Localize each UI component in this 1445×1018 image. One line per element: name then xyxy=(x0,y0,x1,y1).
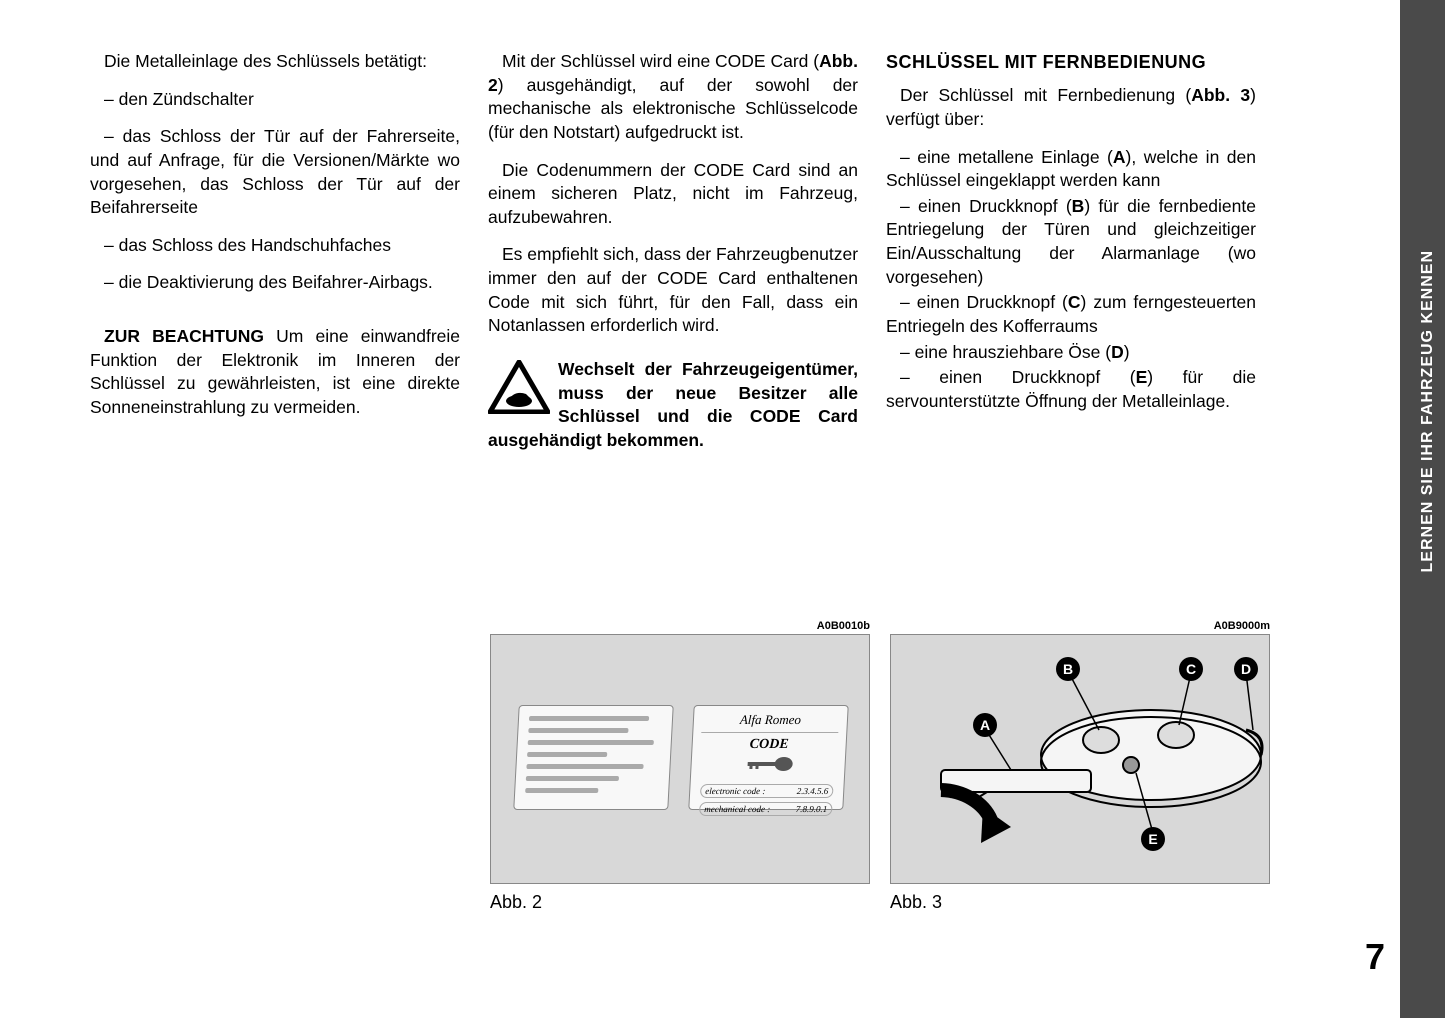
fig2-id: A0B0010b xyxy=(490,620,870,632)
c1-p1: Die Metalleinlage des Schlüssels betätig… xyxy=(90,50,460,74)
callout-b: B xyxy=(1056,657,1080,681)
c2-p3: Es empfiehlt sich, dass der Fahrzeugbenu… xyxy=(488,243,858,338)
fig3-id: A0B9000m xyxy=(890,620,1270,632)
c3-p1: Der Schlüssel mit Fernbedienung (Abb. 3)… xyxy=(886,84,1256,131)
page-number: 7 xyxy=(1365,936,1385,978)
code-card-back xyxy=(513,705,674,810)
c1-p2: – den Zündschalter xyxy=(90,88,460,112)
sidebar-tab: LERNEN SIE IHR FAHRZEUG KENNEN xyxy=(1400,0,1445,1018)
c3-i5: – einen Druckknopf (E) für die servounte… xyxy=(886,366,1256,413)
column-1: Die Metalleinlage des Schlüssels betätig… xyxy=(90,50,460,452)
fig2-caption: Abb. 2 xyxy=(490,892,870,913)
callout-e: E xyxy=(1141,827,1165,851)
key-fob-icon xyxy=(891,635,1271,885)
card-code-label: CODE xyxy=(692,737,846,753)
c1-note-bold: ZUR BEACHTUNG xyxy=(104,326,264,346)
c1-p5: – die Deaktivierung des Beifahrer-Airbag… xyxy=(90,271,460,295)
figures-row: A0B0010b Alfa Romeo CODE xyxy=(90,620,1270,913)
c1-p4: – das Schloss des Handschuhfaches xyxy=(90,234,460,258)
c3-i2: – einen Druckknopf (B) für die fernbedie… xyxy=(886,195,1256,290)
c2-p2: Die Codenummern der CODE Card sind an ei… xyxy=(488,159,858,230)
c3-i1: – eine metallene Einlage (A), welche in … xyxy=(886,146,1256,193)
figure-3: A0B9000m xyxy=(890,620,1270,913)
fig2-box: Alfa Romeo CODE electronic code :2.3.4.5… xyxy=(490,634,870,884)
card-mechanical: mechanical code :7.8.9.0.1 xyxy=(699,802,833,816)
warning-box: Wechselt der Fahrzeugeigentümer, muss de… xyxy=(488,358,858,453)
c3-i4: – eine hrausziehbare Öse (D) xyxy=(886,341,1256,365)
c2-p1: Mit der Schlüssel wird eine CODE Card (A… xyxy=(488,50,858,145)
callout-a: A xyxy=(973,713,997,737)
fig3-box: A B C D E xyxy=(890,634,1270,884)
card-brand: Alfa Romeo xyxy=(701,712,839,733)
sidebar-label: LERNEN SIE IHR FAHRZEUG KENNEN xyxy=(1419,250,1437,572)
column-2: Mit der Schlüssel wird eine CODE Card (A… xyxy=(488,50,858,452)
c3-i3: – einen Druckknopf (C) zum ferngesteuert… xyxy=(886,291,1256,338)
c1-p3: – das Schloss der Tür auf der Fahrerseit… xyxy=(90,125,460,220)
callout-d: D xyxy=(1234,657,1258,681)
card-key-icon xyxy=(743,755,794,773)
figure-2: A0B0010b Alfa Romeo CODE xyxy=(490,620,870,913)
c1-note: ZUR BEACHTUNG Um eine einwandfreie Funkt… xyxy=(90,325,460,420)
warning-triangle-icon xyxy=(488,360,550,421)
card-electronic: electronic code :2.3.4.5.6 xyxy=(700,784,834,798)
callout-c: C xyxy=(1179,657,1203,681)
code-card-front: Alfa Romeo CODE electronic code :2.3.4.5… xyxy=(688,705,849,810)
column-3: SCHLÜSSEL MIT FERNBEDIENUNG Der Schlüsse… xyxy=(886,50,1256,452)
c3-heading: SCHLÜSSEL MIT FERNBEDIENUNG xyxy=(886,50,1256,74)
fig3-caption: Abb. 3 xyxy=(890,892,1270,913)
